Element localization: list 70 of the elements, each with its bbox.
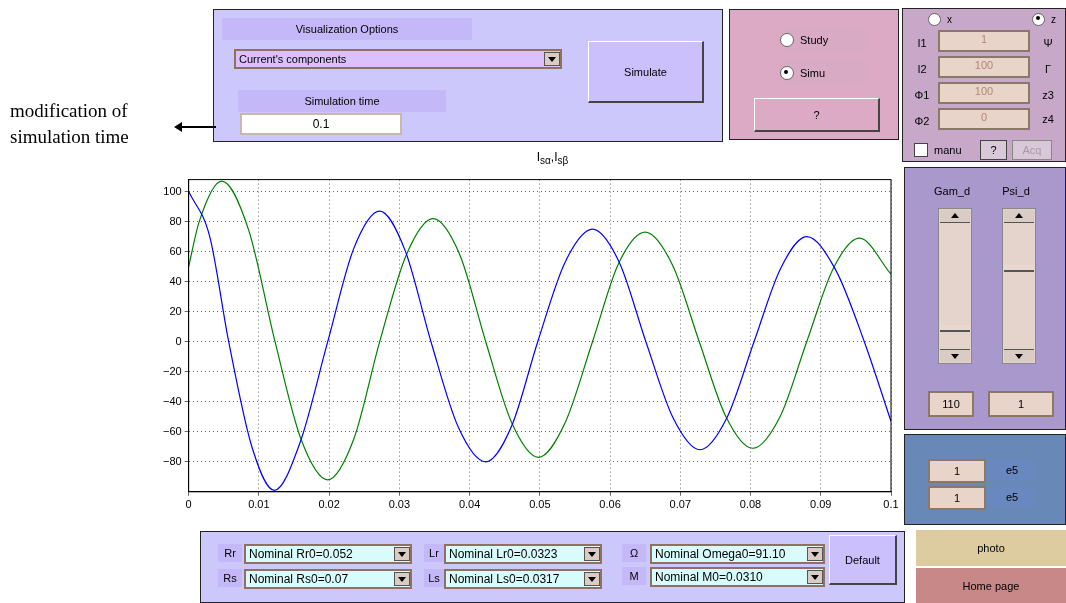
text: photo [977, 542, 1005, 554]
text: Γ [1044, 63, 1052, 75]
text: 100 [974, 59, 994, 71]
text: Ω [629, 547, 639, 559]
x-tick-label: 0.07 [669, 498, 692, 511]
text: 0.1 [312, 117, 330, 131]
x-tick-label: 0.06 [599, 498, 621, 511]
y-tick-label: 80 [169, 214, 182, 227]
text: z4 [1042, 113, 1054, 125]
text: z3 [1042, 89, 1054, 101]
x-tick-label: 0.01 [248, 498, 270, 511]
y-tick-label: −40 [162, 394, 182, 407]
text: Nominal Rs0=0.07 [249, 572, 349, 586]
text: Simulate [624, 65, 667, 78]
text: Simulation time [304, 95, 380, 107]
x-tick-label: 0.08 [739, 498, 762, 511]
text: Rr [224, 547, 236, 559]
text: 100 [974, 85, 994, 97]
text: M [629, 570, 639, 582]
text: ? [990, 144, 997, 156]
text: manu [934, 144, 962, 156]
text: Ls [428, 572, 440, 584]
text: 110 [942, 398, 960, 410]
text: Psi_d [1002, 185, 1030, 197]
text: 1 [1017, 398, 1025, 410]
text: Φ1 [914, 89, 930, 101]
text: Ψ [1043, 37, 1053, 49]
y-tick-label: 40 [169, 274, 182, 287]
text: Nominal M0=0.0310 [655, 570, 763, 584]
text: Simu [800, 67, 826, 79]
text: Nominal Ls0=0.0317 [449, 572, 560, 586]
y-tick-label: 20 [169, 304, 182, 317]
text: Nominal Omega0=91.10 [655, 547, 786, 561]
text: Current's components [239, 53, 347, 65]
text: Default [845, 553, 880, 566]
text: Nominal Rr0=0.052 [249, 547, 353, 561]
x-tick-label: 0 [185, 498, 192, 511]
text: e5 [1005, 464, 1019, 476]
y-tick-label: 0 [175, 334, 182, 347]
text: I2 [917, 63, 927, 75]
y-tick-label: 100 [163, 184, 182, 197]
y-tick-label: −60 [162, 424, 182, 437]
text: Visualization Options [295, 23, 399, 35]
text: e5 [1005, 491, 1019, 503]
text: 1 [953, 465, 961, 477]
text: 0 [980, 111, 988, 123]
text: Rs [223, 572, 237, 584]
y-tick-label: −20 [162, 364, 182, 377]
text: Nominal Lr0=0.0323 [449, 547, 558, 561]
text: x [947, 13, 952, 25]
text: I1 [917, 37, 927, 49]
text: Gam_d [933, 185, 971, 197]
text: 1 [953, 492, 961, 504]
x-tick-label: 0.1 [883, 498, 899, 511]
x-tick-label: 0.02 [318, 498, 340, 511]
y-tick-label: −80 [162, 454, 182, 467]
x-tick-label: 0.04 [458, 498, 481, 511]
text: z [1051, 13, 1056, 25]
x-tick-label: 0.05 [529, 498, 551, 511]
y-tick-label: 60 [169, 244, 182, 257]
text: Lr [429, 547, 439, 559]
chart-title: I$_{sα}$,I$_{sβ}$ [535, 150, 570, 167]
text: 1 [980, 33, 988, 45]
x-tick-label: 0.03 [388, 498, 411, 511]
text: Study [800, 34, 829, 46]
text: Home page [962, 579, 1020, 592]
text: Φ2 [914, 115, 930, 127]
x-tick-label: 0.09 [810, 498, 832, 511]
text: ? [813, 108, 820, 121]
text: modification of simulation time [10, 100, 129, 147]
